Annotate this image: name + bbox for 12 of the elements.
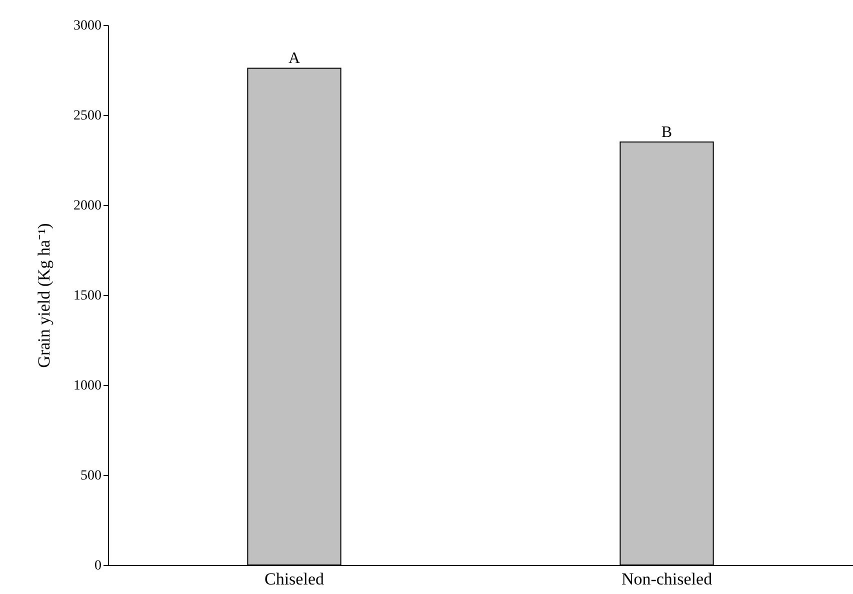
x-tick-label: Non-chiseled [621, 570, 713, 588]
y-tick-label: 2000 [74, 198, 102, 214]
annotation: A [288, 50, 300, 68]
y-tick-label: 3000 [74, 18, 102, 34]
y-tick-label: 500 [80, 468, 102, 484]
y-tick-label: 2500 [74, 108, 102, 124]
y-axis-title: Grain yield (Kg ha⁻¹) [34, 223, 54, 368]
y-tick-label: 1000 [74, 378, 102, 394]
y-tick-label: 1500 [74, 288, 102, 304]
y-tick-label: 0 [94, 558, 102, 574]
annotation: B [661, 124, 672, 141]
x-tick-label: Chiseled [264, 570, 324, 588]
